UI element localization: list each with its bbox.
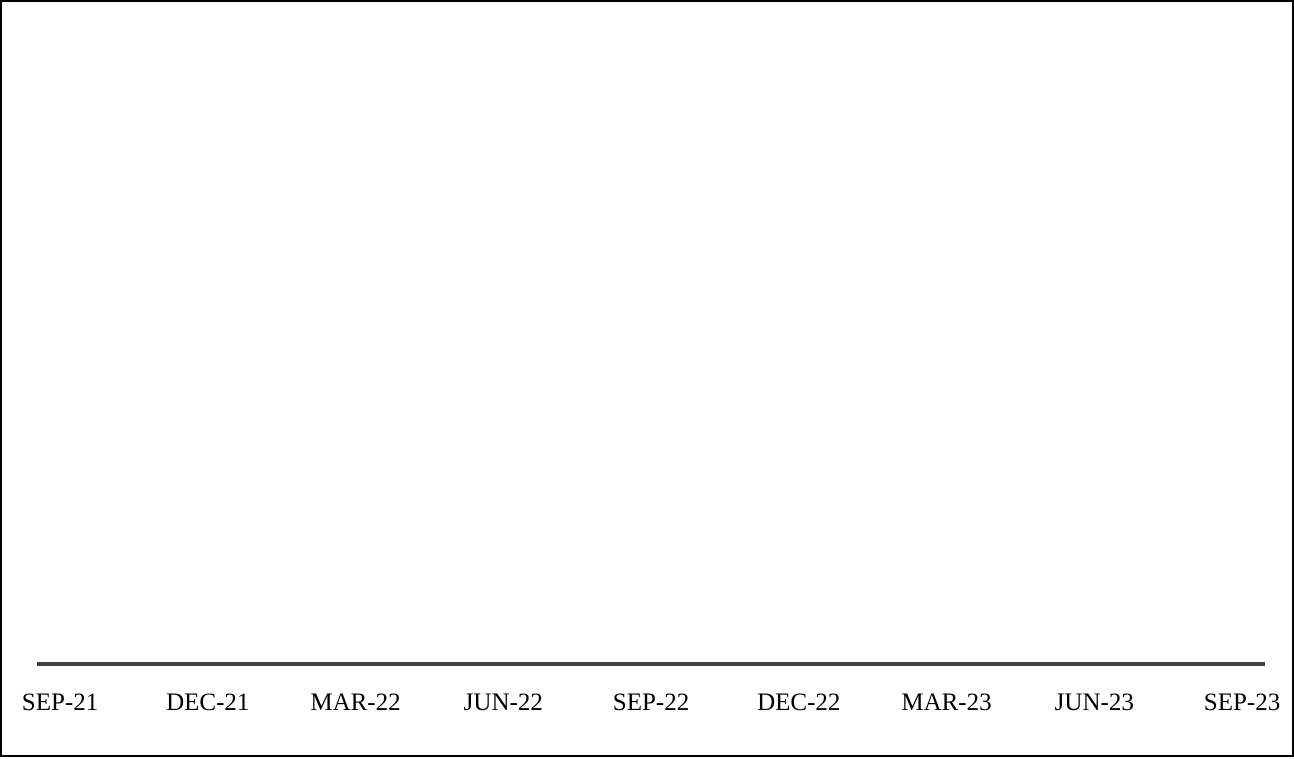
x-tick-label-sep-22: SEP-22 [613,689,689,716]
x-tick-label-jun-23: JUN-23 [1055,689,1134,716]
x-tick-label-sep-23: SEP-23 [1204,689,1280,716]
x-tick-labels: SEP-21 DEC-21 MAR-22 JUN-22 SEP-22 DEC-22 MAR-… [22,689,1280,716]
x-tick-label-jun-22: JUN-22 [464,689,543,716]
x-tick-label-dec-22: DEC-22 [757,689,840,716]
x-tick-label-sep-21: SEP-21 [22,689,98,716]
x-tick-label-mar-22: MAR-22 [310,689,400,716]
x-tick-label-dec-21: DEC-21 [166,689,249,716]
x-tick-label-mar-23: MAR-23 [901,689,991,716]
